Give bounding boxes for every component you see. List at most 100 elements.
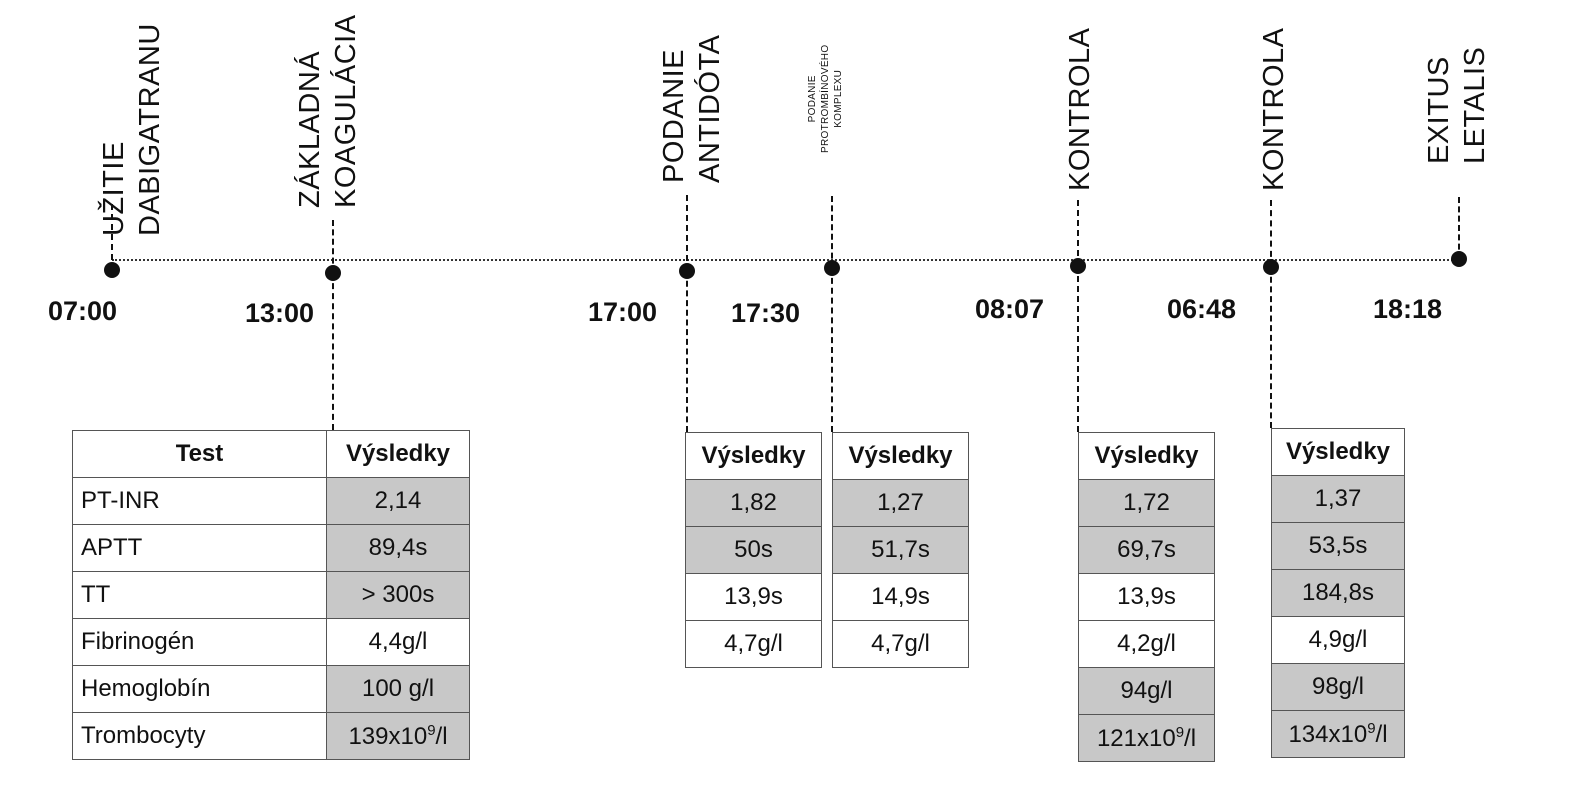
event-label: PODANIE ANTIDÓTA bbox=[656, 35, 728, 183]
table-row: Hemoglobín 100 g/l bbox=[72, 665, 470, 713]
result-value: 4,2g/l bbox=[1117, 630, 1176, 657]
table-row: 13,9s bbox=[1078, 573, 1215, 621]
event-label: KONTROLA bbox=[1062, 27, 1098, 191]
result-value-cell: 100 g/l bbox=[326, 665, 470, 713]
result-value-cell: 14,9s bbox=[832, 573, 969, 621]
event-label-line: KOAGULÁCIA bbox=[330, 14, 362, 208]
table-row: 4,2g/l bbox=[1078, 620, 1215, 668]
result-value-cell: > 300s bbox=[326, 571, 470, 619]
table-header-results: Výsledky bbox=[685, 432, 822, 480]
table-row: 4,7g/l bbox=[685, 620, 822, 668]
event-time: 06:48 bbox=[1167, 294, 1237, 324]
table-row: 14,9s bbox=[832, 573, 969, 621]
table-row: TT > 300s bbox=[72, 571, 470, 619]
event-time: 07:00 bbox=[48, 296, 118, 326]
result-value: 1,27 bbox=[877, 489, 924, 516]
event-connector-line bbox=[1458, 197, 1460, 259]
result-value: > 300s bbox=[361, 581, 435, 608]
event-label: ZÁKLADNÁ KOAGULÁCIA bbox=[292, 14, 364, 208]
result-value-cell: 13,9s bbox=[1078, 573, 1215, 621]
result-value-cell: 121x109/l bbox=[1078, 714, 1215, 762]
result-value-cell: 1,37 bbox=[1271, 475, 1405, 523]
result-unit: /l bbox=[1375, 720, 1388, 748]
result-value: 1,72 bbox=[1123, 489, 1170, 516]
event-label-line: ZÁKLADNÁ bbox=[294, 50, 326, 208]
timeline-axis bbox=[112, 259, 1460, 261]
result-connector-line bbox=[1077, 266, 1079, 432]
table-row: 69,7s bbox=[1078, 526, 1215, 574]
result-value: 4,7g/l bbox=[724, 630, 783, 657]
result-value: 1,82 bbox=[730, 489, 777, 516]
event-time: 18:18 bbox=[1373, 294, 1443, 324]
event-label-line: PODANIE bbox=[658, 48, 690, 183]
result-value: 69,7s bbox=[1117, 536, 1176, 563]
event-marker-dot bbox=[1263, 259, 1279, 275]
table-row: 1,72 bbox=[1078, 479, 1215, 527]
table-row: 1,82 bbox=[685, 479, 822, 527]
table-header-results: Výsledky bbox=[1078, 432, 1215, 480]
result-value-cell: 4,9g/l bbox=[1271, 616, 1405, 664]
test-name-cell: TT bbox=[72, 571, 327, 619]
event-label: PODANIE PROTROMBÍNOVÉHO KOMPLEXU bbox=[806, 45, 845, 153]
event-label-line: UŽITIE bbox=[98, 141, 130, 236]
event-label: EXITUS LETALIS bbox=[1421, 47, 1493, 164]
table-row: Fibrinogén 4,4g/l bbox=[72, 618, 470, 666]
result-value-cell: 4,4g/l bbox=[326, 618, 470, 666]
result-value: 121x10 bbox=[1096, 724, 1176, 752]
result-value: 139x10 bbox=[348, 722, 428, 750]
event-connector-line bbox=[111, 204, 113, 270]
table-header-results: Výsledky bbox=[1271, 428, 1405, 476]
result-connector-line bbox=[686, 271, 688, 432]
event-label: KONTROLA bbox=[1256, 27, 1292, 191]
event-time: 17:00 bbox=[588, 297, 658, 327]
result-value-cell: 1,72 bbox=[1078, 479, 1215, 527]
result-value: 134x10 bbox=[1288, 720, 1368, 748]
result-value-cell: 134x109/l bbox=[1271, 710, 1405, 758]
result-value: 94g/l bbox=[1120, 677, 1173, 704]
table-row: 134x109/l bbox=[1271, 710, 1405, 758]
table-header-results: Výsledky bbox=[326, 430, 470, 478]
followup-results-table: Výsledky 1,27 51,7s 14,9s 4,7g/l bbox=[832, 432, 969, 668]
event-marker-dot bbox=[104, 262, 120, 278]
result-value: 53,5s bbox=[1308, 532, 1368, 559]
result-value: 50s bbox=[734, 536, 773, 563]
test-name-cell: PT-INR bbox=[72, 477, 327, 525]
result-value: 2,14 bbox=[374, 487, 422, 514]
result-value: 14,9s bbox=[871, 583, 930, 610]
event-label-line: KOMPLEXU bbox=[833, 69, 844, 128]
table-row: 1,27 bbox=[832, 479, 969, 527]
event-time: 13:00 bbox=[245, 298, 315, 328]
table-row: 1,37 bbox=[1271, 475, 1405, 523]
result-exponent: 9 bbox=[1367, 719, 1376, 737]
event-label-line: DABIGATRANU bbox=[134, 23, 166, 236]
followup-results-table: Výsledky 1,82 50s 13,9s 4,7g/l bbox=[685, 432, 822, 668]
result-value: 1,37 bbox=[1314, 485, 1362, 512]
test-name-cell: Hemoglobín bbox=[72, 665, 327, 713]
table-row: 51,7s bbox=[832, 526, 969, 574]
test-name-cell: Fibrinogén bbox=[72, 618, 327, 666]
event-label-line: PODANIE bbox=[807, 75, 818, 123]
followup-results-table: Výsledky 1,72 69,7s 13,9s 4,2g/l 94g/l 121x109… bbox=[1078, 432, 1215, 762]
table-row: PT-INR 2,14 bbox=[72, 477, 470, 525]
result-value-cell: 139x109/l bbox=[326, 712, 470, 760]
table-header-test: Test bbox=[72, 430, 327, 478]
result-value: 4,9g/l bbox=[1308, 626, 1368, 653]
result-exponent: 9 bbox=[427, 721, 436, 739]
result-value-cell: 1,27 bbox=[832, 479, 969, 527]
table-row: APTT 89,4s bbox=[72, 524, 470, 572]
result-value: 13,9s bbox=[724, 583, 783, 610]
event-label-line: KONTROLA bbox=[1258, 27, 1290, 191]
table-row: 13,9s bbox=[685, 573, 822, 621]
result-value-cell: 4,7g/l bbox=[685, 620, 822, 668]
result-connector-line bbox=[332, 273, 334, 430]
event-label: UŽITIE DABIGATRANU bbox=[96, 23, 168, 236]
result-value-cell: 51,7s bbox=[832, 526, 969, 574]
baseline-coagulation-table: Test Výsledky PT-INR 2,14 APTT 89,4s TT > 300s F… bbox=[72, 430, 470, 760]
event-marker-dot bbox=[1070, 258, 1086, 274]
table-row: 53,5s bbox=[1271, 522, 1405, 570]
result-value-cell: 4,2g/l bbox=[1078, 620, 1215, 668]
result-value-cell: 89,4s bbox=[326, 524, 470, 572]
event-connector-line bbox=[1077, 200, 1079, 266]
result-unit: /l bbox=[1184, 724, 1197, 752]
